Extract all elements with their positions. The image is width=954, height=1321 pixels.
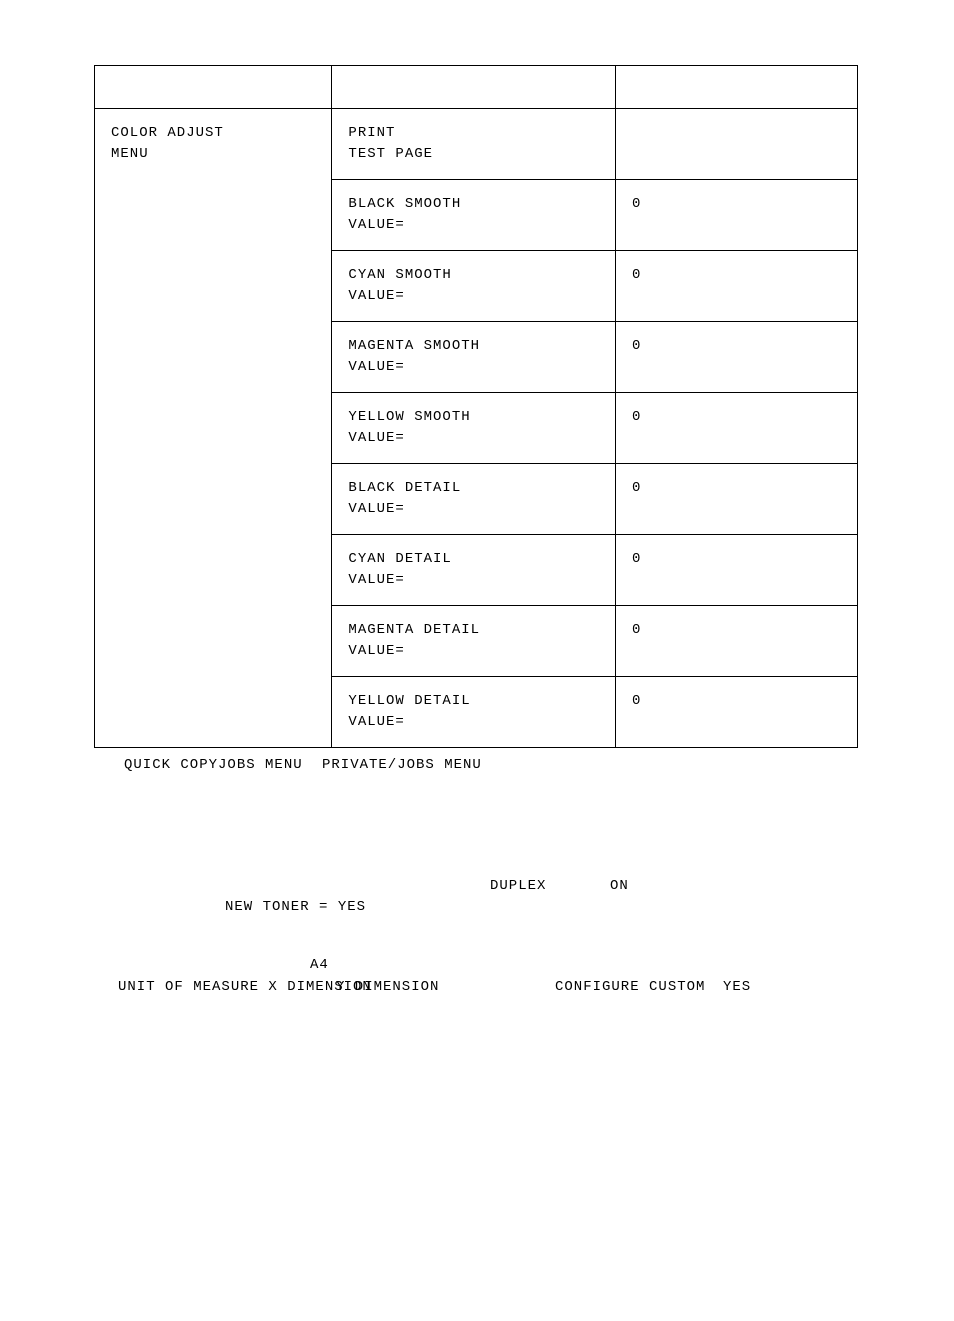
param-cell: CYAN DETAIL VALUE= xyxy=(332,535,616,606)
private-jobs-menu-label: PRIVATE/JOBS MENU xyxy=(322,757,482,773)
value: 0 xyxy=(632,196,641,212)
value: 0 xyxy=(632,338,641,354)
table-header-row xyxy=(95,66,858,109)
duplex-value: ON xyxy=(610,878,629,894)
value: 0 xyxy=(632,622,641,638)
unit-of-measure-label: UNIT OF MEASURE X DIMENSION xyxy=(118,979,372,995)
value: 0 xyxy=(632,693,641,709)
header-cell-2 xyxy=(615,66,857,109)
value-cell: 0 xyxy=(615,677,857,748)
param-line2: TEST PAGE xyxy=(348,144,599,165)
configure-custom-label: CONFIGURE CUSTOM xyxy=(555,979,705,995)
y-dimension-label: Y DIMENSION xyxy=(336,979,439,995)
param-cell: CYAN SMOOTH VALUE= xyxy=(332,251,616,322)
color-adjust-menu-table: COLOR ADJUST MENU PRINT TEST PAGE BLACK … xyxy=(94,65,858,748)
param-line1: MAGENTA SMOOTH xyxy=(348,336,599,357)
value: 0 xyxy=(632,267,641,283)
value: 0 xyxy=(632,480,641,496)
param-cell: YELLOW DETAIL VALUE= xyxy=(332,677,616,748)
a4-label: A4 xyxy=(310,957,329,973)
value-cell xyxy=(615,109,857,180)
duplex-label: DUPLEX xyxy=(490,878,546,894)
page-root: COLOR ADJUST MENU PRINT TEST PAGE BLACK … xyxy=(0,0,954,1321)
left-header-cell: COLOR ADJUST MENU xyxy=(95,109,332,748)
param-line1: BLACK SMOOTH xyxy=(348,194,599,215)
left-header-line2: MENU xyxy=(111,144,315,165)
value-cell: 0 xyxy=(615,464,857,535)
new-toner-label: NEW TONER = YES xyxy=(225,899,366,915)
param-line2: VALUE= xyxy=(348,286,599,307)
value-cell: 0 xyxy=(615,393,857,464)
param-line2: VALUE= xyxy=(348,641,599,662)
param-line2: VALUE= xyxy=(348,357,599,378)
param-line2: VALUE= xyxy=(348,712,599,733)
param-line1: BLACK DETAIL xyxy=(348,478,599,499)
param-line1: MAGENTA DETAIL xyxy=(348,620,599,641)
value-cell: 0 xyxy=(615,251,857,322)
value-cell: 0 xyxy=(615,322,857,393)
param-line1: PRINT xyxy=(348,123,599,144)
param-line1: YELLOW SMOOTH xyxy=(348,407,599,428)
table-row: COLOR ADJUST MENU PRINT TEST PAGE xyxy=(95,109,858,180)
value: 0 xyxy=(632,409,641,425)
quick-copyjobs-menu-label: QUICK COPYJOBS MENU xyxy=(124,757,303,773)
value-cell: 0 xyxy=(615,606,857,677)
param-line1: CYAN SMOOTH xyxy=(348,265,599,286)
param-cell: PRINT TEST PAGE xyxy=(332,109,616,180)
param-cell: MAGENTA SMOOTH VALUE= xyxy=(332,322,616,393)
yes-label: YES xyxy=(723,979,751,995)
param-line2: VALUE= xyxy=(348,499,599,520)
value-cell: 0 xyxy=(615,535,857,606)
param-line1: CYAN DETAIL xyxy=(348,549,599,570)
value-cell: 0 xyxy=(615,180,857,251)
header-cell-0 xyxy=(95,66,332,109)
param-line2: VALUE= xyxy=(348,428,599,449)
param-line1: YELLOW DETAIL xyxy=(348,691,599,712)
param-cell: BLACK SMOOTH VALUE= xyxy=(332,180,616,251)
param-cell: BLACK DETAIL VALUE= xyxy=(332,464,616,535)
param-cell: MAGENTA DETAIL VALUE= xyxy=(332,606,616,677)
param-cell: YELLOW SMOOTH VALUE= xyxy=(332,393,616,464)
param-line2: VALUE= xyxy=(348,215,599,236)
value: 0 xyxy=(632,551,641,567)
header-cell-1 xyxy=(332,66,616,109)
left-header-line1: COLOR ADJUST xyxy=(111,123,315,144)
param-line2: VALUE= xyxy=(348,570,599,591)
